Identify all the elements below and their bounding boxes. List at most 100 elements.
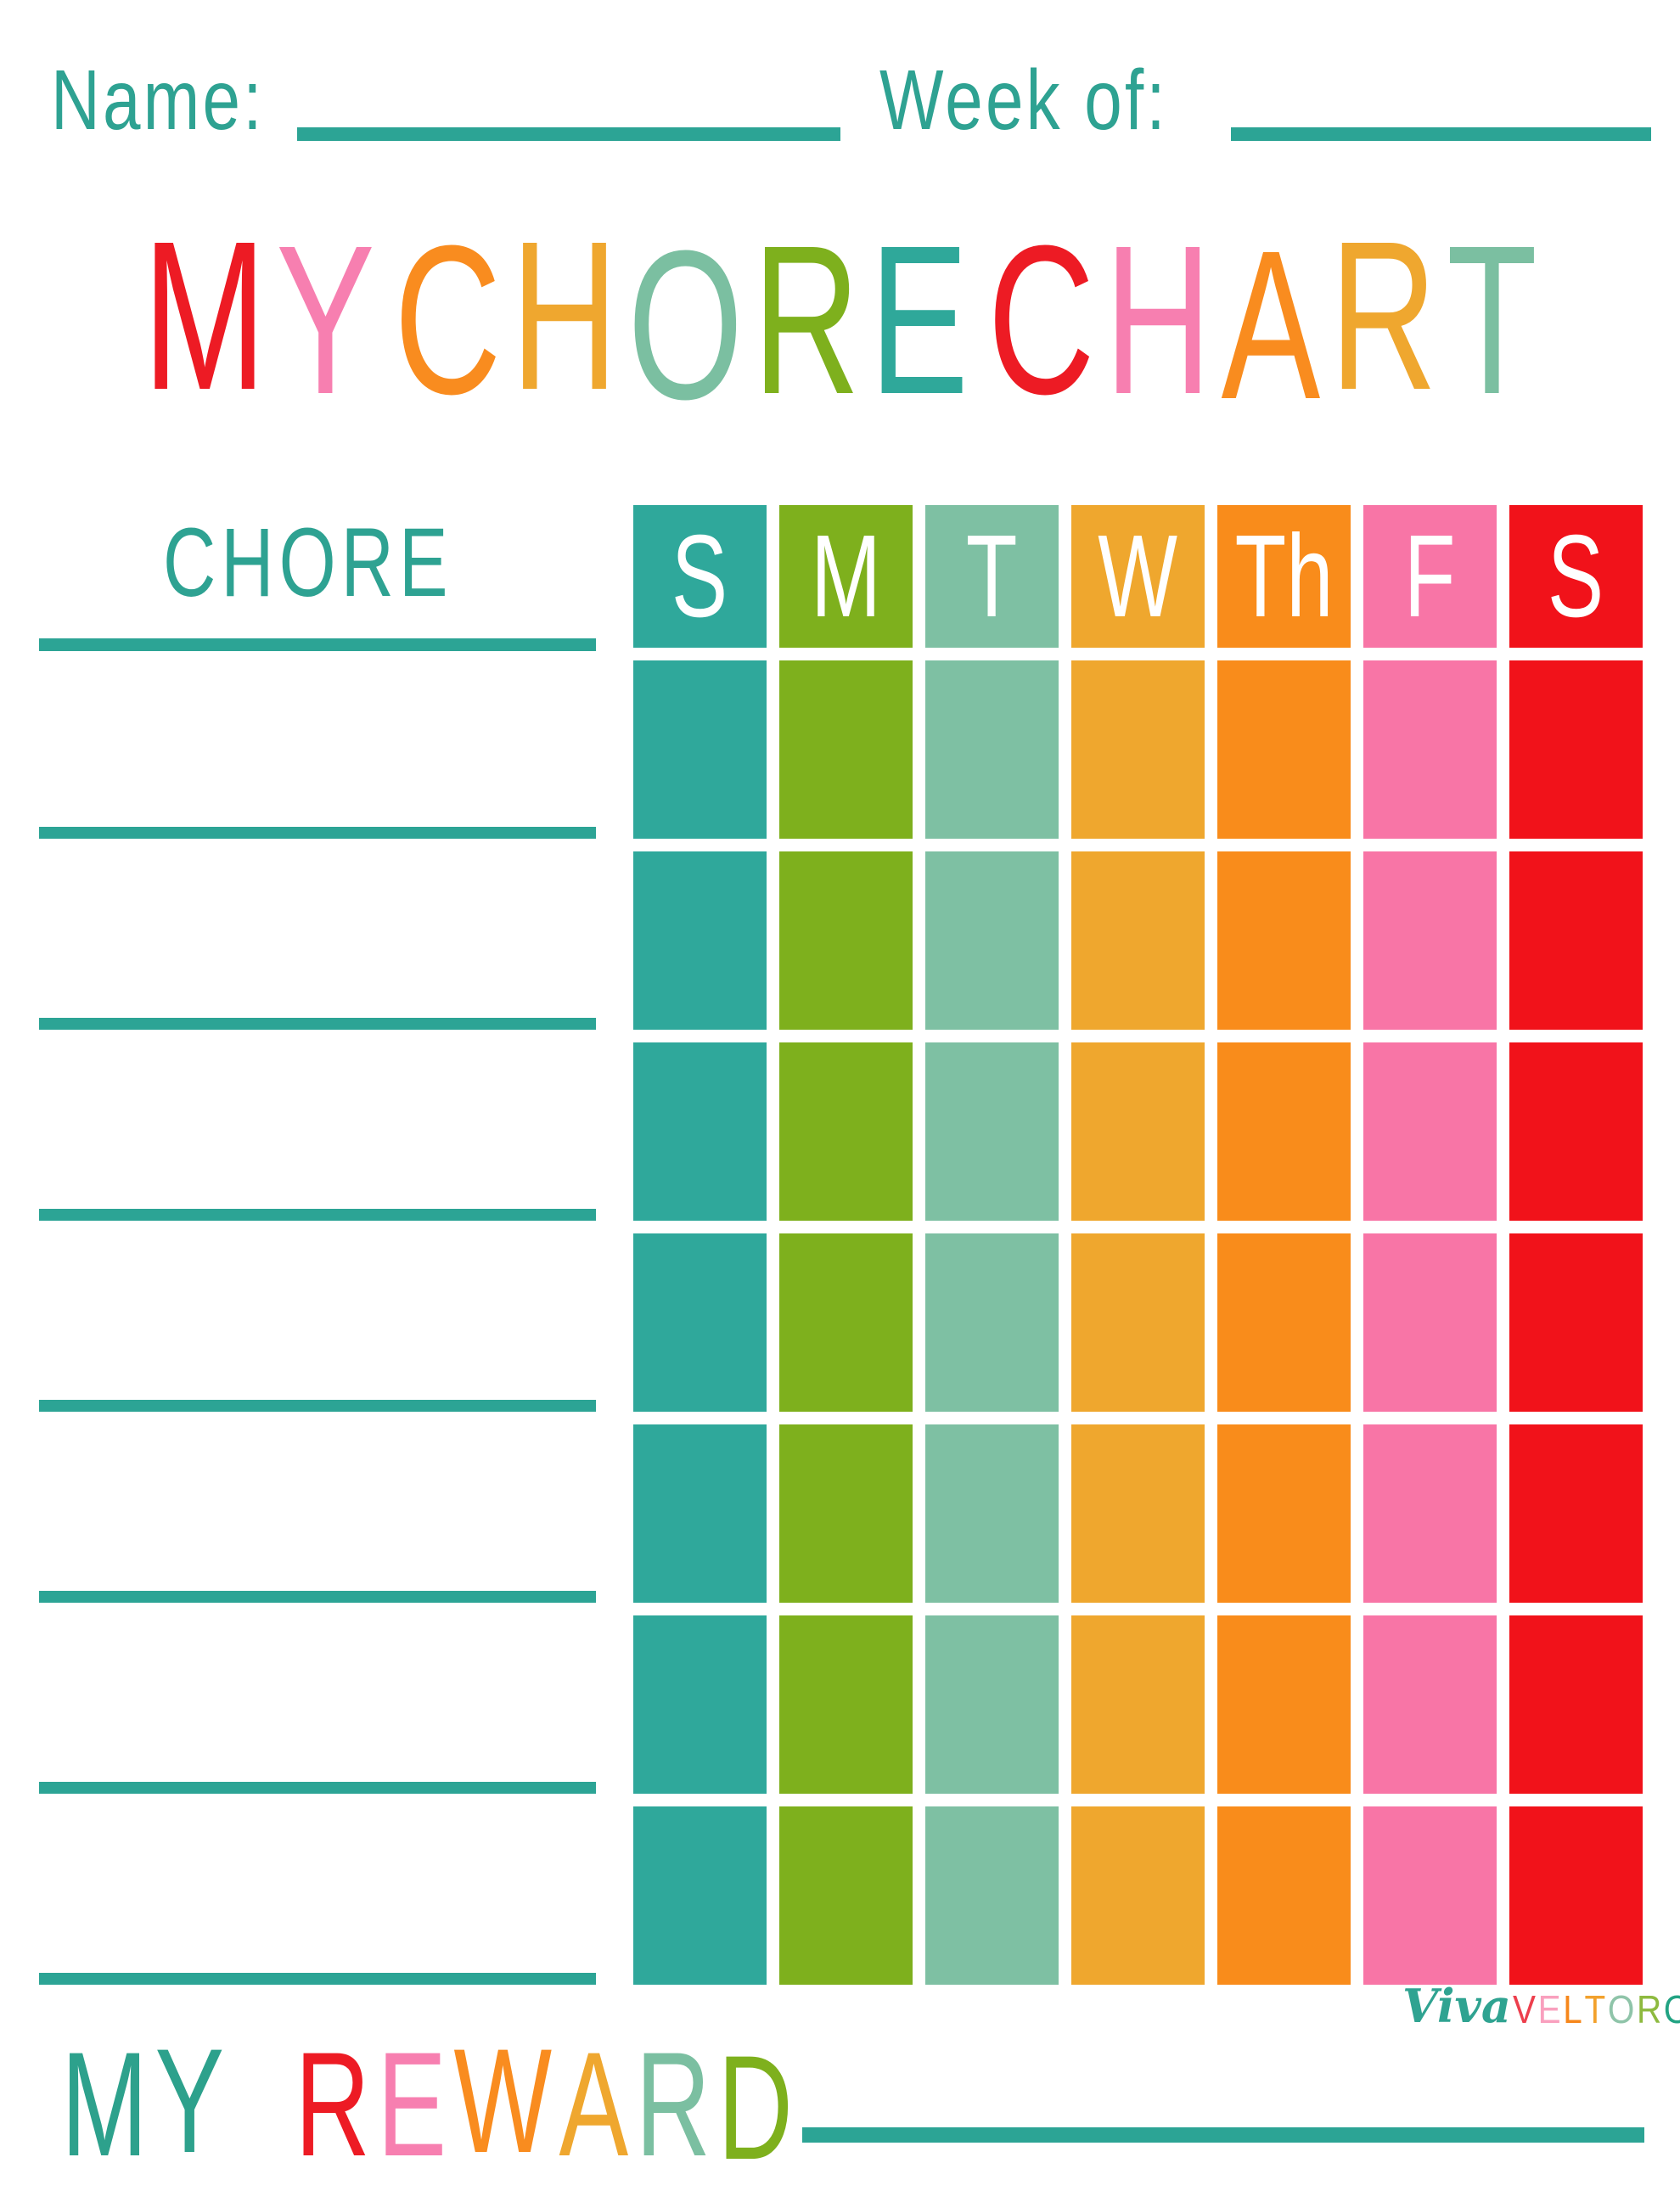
grid-cell	[779, 1424, 913, 1603]
grid-cell	[1217, 1615, 1351, 1794]
grid-cell	[1071, 1615, 1205, 1794]
grid-cell	[633, 851, 767, 1030]
grid-cell	[1363, 660, 1497, 839]
logo-letter: T	[1584, 1987, 1608, 2031]
grid-cell	[633, 1233, 767, 1412]
chore-column-heading: CHORE	[163, 508, 453, 617]
grid-cell	[1217, 851, 1351, 1030]
grid-cell	[1217, 1424, 1351, 1603]
logo-letter: O	[1664, 1990, 1680, 2029]
logo-letter: R	[1636, 1987, 1664, 2031]
title-letter: O	[627, 206, 744, 443]
chore-blank-line	[39, 1209, 596, 1221]
chore-blank-line	[39, 1018, 596, 1030]
logo-script-viva: Viva	[1402, 1979, 1511, 2033]
day-header-cell: T	[925, 505, 1059, 648]
grid-cell	[779, 1042, 913, 1221]
name-blank-line	[297, 127, 840, 141]
chore-heading-underline	[39, 638, 596, 651]
reward-letter: Y	[155, 2019, 225, 2184]
grid-cell	[925, 1042, 1059, 1221]
day-label: W	[1098, 511, 1178, 642]
grid-cell	[925, 1806, 1059, 1985]
grid-cell	[1217, 1806, 1351, 1985]
viva-veltoro-logo: Viva VELTORO	[1402, 1983, 1680, 2029]
title-letter: A	[1221, 206, 1321, 443]
grid-cell	[633, 1615, 767, 1794]
grid-cell	[1071, 660, 1205, 839]
grid-cell	[1363, 1615, 1497, 1794]
grid-cell	[633, 1806, 767, 1985]
grid-cell	[1509, 1615, 1643, 1794]
grid-cell	[1509, 1233, 1643, 1412]
grid-cell	[925, 660, 1059, 839]
logo-caps: VELTORO	[1513, 1983, 1680, 2029]
grid-cell	[1071, 1424, 1205, 1603]
grid-cell	[779, 1806, 913, 1985]
day-label: Th	[1234, 511, 1334, 642]
week-grid: S M T W Th F S	[633, 505, 1643, 1985]
chore-blank-line	[39, 1400, 596, 1412]
day-label: S	[671, 511, 728, 642]
grid-cell	[779, 1615, 913, 1794]
grid-cell	[1071, 1233, 1205, 1412]
title-letter: M	[143, 197, 267, 434]
day-label: M	[811, 511, 881, 642]
logo-letter: V	[1512, 1987, 1538, 2031]
grid-cell	[1363, 1233, 1497, 1412]
chore-blank-line	[39, 827, 596, 839]
week-of-label: Week of:	[879, 53, 1168, 148]
grid-cell	[1217, 660, 1351, 839]
grid-cell	[1071, 851, 1205, 1030]
logo-letter: E	[1537, 1987, 1564, 2031]
day-label: S	[1548, 511, 1604, 642]
day-header-cell: Th	[1217, 505, 1351, 648]
grid-cell	[1363, 851, 1497, 1030]
reward-letter: D	[717, 2025, 793, 2191]
grid-cell	[633, 1042, 767, 1221]
grid-cell	[633, 1424, 767, 1603]
grid-cell	[779, 851, 913, 1030]
grid-cell	[1509, 660, 1643, 839]
title-letter: H	[1104, 201, 1212, 438]
grid-cell	[1509, 1806, 1643, 1985]
reward-letter: R	[295, 2022, 370, 2188]
grid-cell	[1509, 851, 1643, 1030]
reward-blank-line	[802, 2127, 1644, 2143]
grid-cell	[1509, 1042, 1643, 1221]
title-letter: H	[510, 197, 619, 434]
title-letter: R	[1329, 197, 1437, 434]
title-letter: C	[394, 201, 502, 438]
grid-cell	[779, 1233, 913, 1412]
chore-blank-line	[39, 1973, 596, 1985]
day-header-cell: M	[779, 505, 913, 648]
grid-cell	[1363, 1042, 1497, 1221]
logo-letter: O	[1607, 1987, 1637, 2031]
grid-cell	[1217, 1042, 1351, 1221]
reward-letter: W	[453, 2019, 553, 2184]
grid-cell	[1509, 1424, 1643, 1603]
reward-letter: R	[635, 2022, 711, 2188]
day-label: F	[1404, 511, 1456, 642]
day-label: T	[966, 511, 1018, 642]
grid-cell	[779, 660, 913, 839]
grid-cell	[1363, 1806, 1497, 1985]
chore-blank-line	[39, 1591, 596, 1603]
week-of-blank-line	[1231, 127, 1651, 141]
day-header-cell: S	[1509, 505, 1643, 648]
grid-cell	[1071, 1042, 1205, 1221]
reward-letter: E	[377, 2022, 447, 2188]
day-header-cell: F	[1363, 505, 1497, 648]
grid-cell	[633, 660, 767, 839]
name-label: Name:	[51, 53, 265, 148]
grid-cell	[1217, 1233, 1351, 1412]
title-letter: T	[1447, 201, 1537, 438]
reward-letter: M	[61, 2022, 149, 2188]
title-letter: E	[869, 201, 969, 438]
grid-cell	[925, 1233, 1059, 1412]
title-letter: Y	[276, 201, 375, 438]
title-letter: R	[752, 201, 861, 438]
